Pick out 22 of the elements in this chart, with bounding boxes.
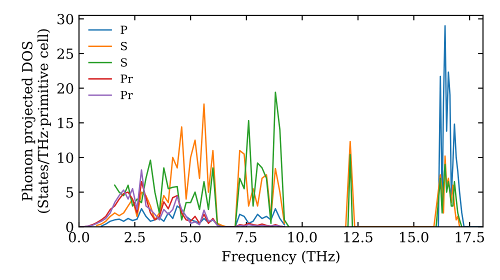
y-tick-label: 10 [58, 152, 74, 163]
x-tick-label: 5.0 [180, 232, 201, 242]
legend-label: S [121, 42, 127, 50]
x-tick-label: 7.5 [236, 232, 256, 242]
x-tick-label: 0.0 [68, 232, 90, 242]
x-tick-label: 12.5 [344, 232, 372, 242]
x-axis-title: Frequency (THz) [222, 250, 340, 264]
y-tick-label: 5 [66, 187, 74, 198]
x-tick-label: 2.5 [124, 232, 145, 242]
legend-label: S [121, 58, 127, 67]
x-tick-label: 15.0 [400, 232, 428, 242]
y-tick-label: 25 [57, 48, 74, 59]
y-axis-title: Phonon projected DOS (States/THz·primitive cell) [22, 29, 51, 213]
legend-label: Pr [120, 90, 133, 100]
legend-label: P [120, 26, 128, 34]
y-tick-label: 30 [58, 14, 74, 24]
legend-label: Pr [120, 74, 133, 83]
x-tick-label: 10.0 [288, 232, 317, 242]
y-tick-label: 20 [57, 83, 74, 94]
y-tick-label: 15 [58, 118, 74, 128]
x-tick-label: 17.5 [456, 232, 484, 242]
y-tick-label: 0 [66, 222, 74, 232]
